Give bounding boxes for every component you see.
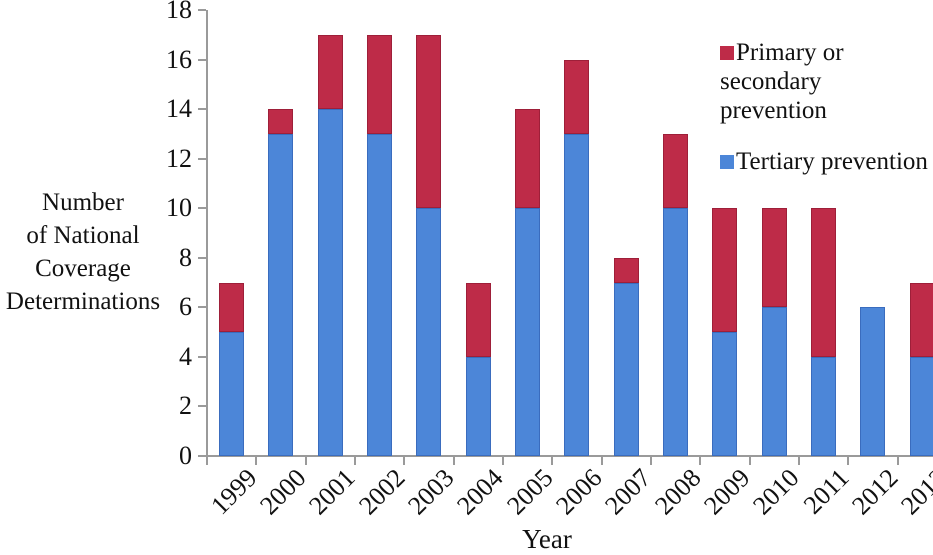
bar-segment-tertiary — [811, 356, 837, 456]
bar-segment-primary — [268, 109, 294, 134]
y-tick — [198, 108, 206, 111]
x-tick — [847, 456, 850, 465]
y-tick — [198, 157, 206, 160]
y-tick — [198, 455, 206, 457]
legend-swatch-primary-secondary — [720, 46, 734, 60]
x-tick — [206, 456, 208, 465]
bar-segment-tertiary — [268, 133, 294, 456]
legend-swatch-tertiary — [720, 155, 734, 169]
bar-segment-tertiary — [317, 109, 343, 456]
bar-segment-primary — [367, 34, 393, 134]
bar-segment-primary — [712, 208, 738, 333]
y-tick-label: 4 — [179, 341, 192, 371]
y-tick — [198, 306, 206, 309]
bar-segment-primary — [811, 208, 837, 357]
bar-segment-tertiary — [761, 307, 787, 456]
y-tick — [198, 58, 206, 61]
x-axis-line — [206, 455, 933, 457]
x-tick — [255, 456, 258, 465]
x-tick — [896, 456, 899, 465]
bar-segment-primary — [663, 133, 689, 209]
bar-segment-tertiary — [416, 208, 442, 456]
bar-segment-tertiary — [663, 208, 689, 456]
y-axis-title: Number of National Coverage Determinations — [0, 186, 166, 318]
y-tick — [198, 355, 206, 358]
y-tick-label: 8 — [179, 242, 192, 272]
y-tick-label: 2 — [179, 391, 192, 421]
y-tick-label: 16 — [166, 44, 192, 74]
y-tick — [198, 256, 206, 259]
bar-segment-primary — [416, 34, 442, 209]
bar-segment-primary — [465, 282, 491, 357]
x-tick — [748, 456, 751, 465]
y-axis-line — [206, 10, 208, 457]
bar-segment-tertiary — [909, 356, 933, 456]
x-tick — [699, 456, 702, 465]
bar-segment-tertiary — [219, 332, 245, 456]
legend: Primary or secondary prevention Tertiary … — [720, 38, 933, 198]
legend-item: Tertiary prevention — [720, 147, 933, 176]
y-tick-label: 6 — [179, 292, 192, 322]
x-tick — [452, 456, 455, 465]
bar-segment-tertiary — [367, 133, 393, 456]
y-tick — [198, 405, 206, 408]
bar-segment-primary — [219, 282, 245, 333]
bar-segment-primary — [564, 59, 590, 134]
bar-segment-tertiary — [564, 133, 590, 456]
y-tick-label: 18 — [166, 0, 192, 24]
bar-segment-tertiary — [465, 356, 491, 456]
bar-segment-primary — [613, 257, 639, 283]
bar-segment-tertiary — [515, 208, 541, 456]
y-tick — [198, 9, 206, 11]
legend-label: Tertiary prevention — [736, 148, 928, 175]
legend-item: Primary or secondary prevention — [720, 38, 933, 125]
bar-segment-primary — [515, 109, 541, 209]
bar-segment-tertiary — [712, 332, 738, 456]
x-tick — [600, 456, 603, 465]
y-axis-title-line: of National — [26, 222, 140, 249]
y-tick-label: 14 — [166, 94, 192, 124]
x-axis-title-text: Year — [522, 524, 572, 554]
y-tick-label: 0 — [179, 441, 192, 470]
y-tick-label: 12 — [166, 143, 192, 173]
y-axis-title-line: Number — [42, 189, 124, 216]
x-tick — [649, 456, 652, 465]
x-tick — [304, 456, 307, 465]
x-tick — [403, 456, 406, 465]
x-tick — [551, 456, 554, 465]
x-axis-title: Year — [207, 524, 887, 555]
x-tick — [797, 456, 800, 465]
y-axis-title-line: Determinations — [5, 288, 161, 315]
bar-segment-primary — [317, 34, 343, 110]
bar-segment-primary — [761, 208, 787, 308]
bar-segment-tertiary — [613, 282, 639, 456]
y-tick — [198, 207, 206, 210]
bar-segment-primary — [909, 282, 933, 357]
x-tick — [501, 456, 504, 465]
legend-label: Primary or secondary prevention — [720, 39, 844, 124]
y-tick-label: 10 — [166, 193, 192, 223]
y-axis-title-line: Coverage — [35, 255, 131, 282]
bar-segment-tertiary — [860, 307, 886, 456]
x-tick — [353, 456, 356, 465]
